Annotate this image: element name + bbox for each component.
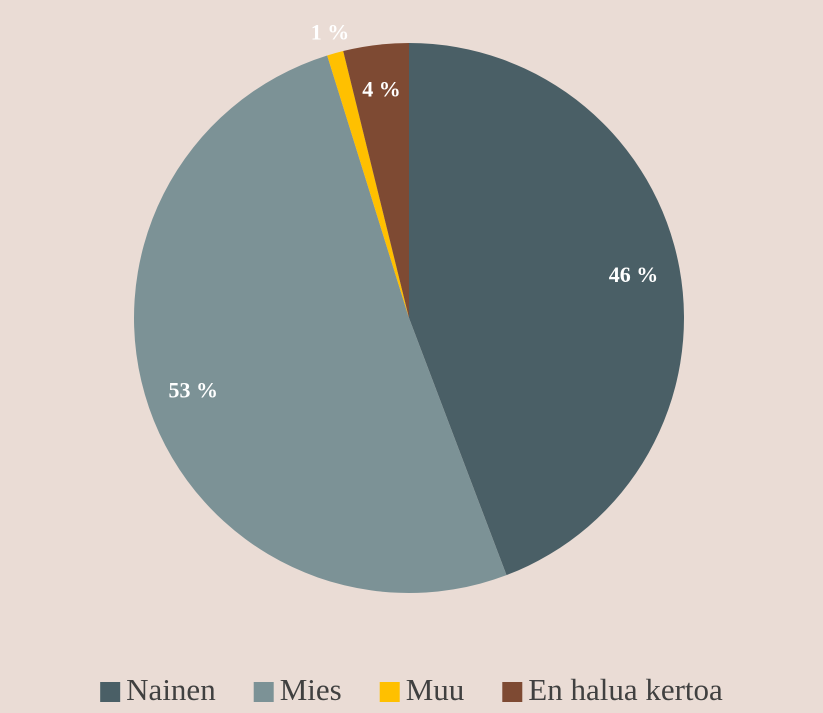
- legend-label: En halua kertoa: [528, 672, 723, 707]
- legend-label: Nainen: [126, 672, 216, 707]
- pie-slice: [409, 43, 685, 576]
- legend-swatch: [502, 682, 523, 702]
- data-label: 1 %: [311, 20, 350, 45]
- pie-slice: [134, 55, 507, 593]
- data-label: 4 %: [362, 76, 401, 101]
- legend-swatch: [100, 682, 121, 702]
- legend-swatch: [253, 682, 274, 702]
- legend-swatch: [379, 682, 400, 702]
- legend-label: Mies: [280, 672, 342, 707]
- pie-slice: [343, 43, 409, 318]
- data-label: 53 %: [168, 378, 218, 403]
- data-label: 46 %: [609, 262, 659, 287]
- pie-slice: [327, 50, 409, 319]
- legend-label: Muu: [406, 672, 465, 707]
